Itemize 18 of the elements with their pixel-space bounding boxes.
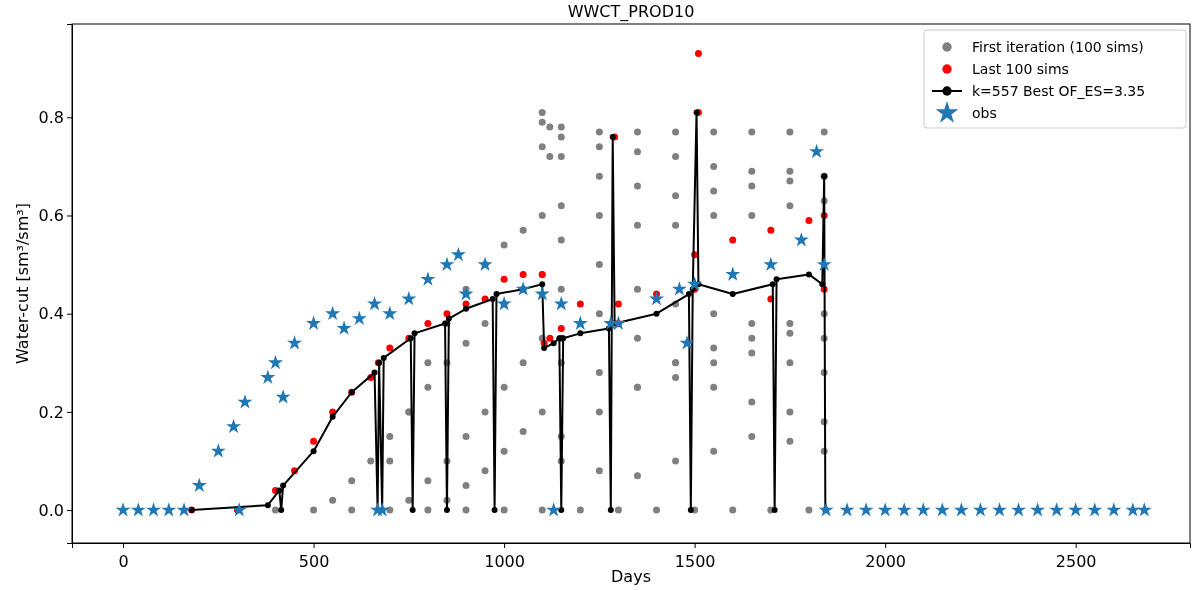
y-tick-label: 0.0	[38, 500, 64, 520]
x-tick-label: 500	[298, 552, 330, 571]
y-tick-label: 0.6	[38, 206, 64, 226]
y-axis-title: Water-cut [sm³/sm³]	[13, 203, 32, 364]
legend-label: Last 100 sims	[972, 61, 1069, 77]
x-tick-label: 0	[118, 552, 129, 571]
y-tick-label: 0.4	[38, 304, 64, 324]
legend-label: First iteration (100 sims)	[972, 39, 1144, 55]
legend-label: k=557 Best OF_ES=3.35	[972, 83, 1146, 99]
x-tick-label: 1500	[674, 552, 716, 571]
x-axis-title: Days	[611, 567, 651, 586]
y-tick-label: 0.8	[38, 107, 64, 127]
x-tick-label: 1000	[484, 552, 525, 571]
y-tick-label: 0.2	[38, 402, 64, 422]
chart-title: WWCT_PROD10	[567, 2, 695, 22]
x-tick-label: 2000	[865, 552, 907, 571]
legend-label: obs	[972, 105, 997, 121]
x-tick-label: 2500	[1055, 552, 1097, 571]
